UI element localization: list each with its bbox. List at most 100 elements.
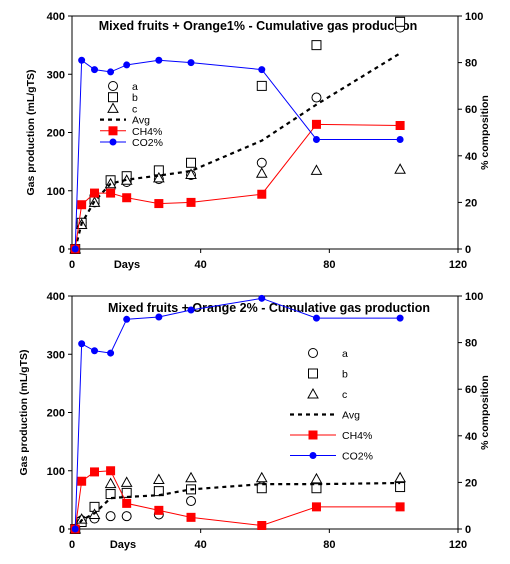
data-point xyxy=(121,511,132,522)
series-co2- xyxy=(71,56,404,253)
y2-tick-label: 60 xyxy=(465,384,477,396)
y-axis-label: Gas production (mL/gTS) xyxy=(18,350,30,476)
legend-label: b xyxy=(132,92,138,104)
data-point xyxy=(395,121,405,131)
data-point xyxy=(258,294,266,302)
data-point xyxy=(122,498,132,508)
y2-tick-label: 100 xyxy=(465,11,483,23)
data-point xyxy=(258,66,266,74)
data-point xyxy=(155,313,163,321)
y-tick-label: 0 xyxy=(59,244,65,256)
x-tick-label: 80 xyxy=(323,539,335,551)
data-point xyxy=(71,525,79,533)
data-point xyxy=(394,163,406,174)
data-point xyxy=(255,167,268,178)
data-point xyxy=(122,193,132,203)
x-tick-label: 120 xyxy=(449,259,467,271)
y2-tick-label: 60 xyxy=(465,104,477,116)
data-point xyxy=(186,157,197,168)
data-point xyxy=(105,511,116,522)
legend-marker xyxy=(108,81,118,91)
y-tick-label: 0 xyxy=(59,524,65,536)
legend-marker xyxy=(108,126,118,136)
x-tick-label: 80 xyxy=(323,259,335,271)
series-line xyxy=(74,470,401,530)
legend-marker xyxy=(107,102,119,113)
data-point xyxy=(187,306,195,314)
data-point xyxy=(77,200,87,210)
legend-marker xyxy=(109,138,117,146)
legend-marker xyxy=(308,348,318,358)
y-tick-label: 400 xyxy=(47,291,65,303)
data-point xyxy=(90,188,100,198)
data-point xyxy=(154,199,164,209)
y-tick-label: 200 xyxy=(47,408,65,420)
data-point xyxy=(256,80,267,91)
series-ch4- xyxy=(70,119,405,254)
data-point xyxy=(154,505,164,515)
series-avg xyxy=(74,481,401,530)
legend-marker xyxy=(309,452,317,459)
legend-label: Avg xyxy=(132,115,150,127)
legend-marker xyxy=(108,92,118,103)
data-point xyxy=(106,466,116,476)
data-point xyxy=(311,502,321,512)
data-point xyxy=(256,157,267,168)
x-axis-label: Days xyxy=(110,539,136,551)
data-point xyxy=(256,483,267,494)
data-point xyxy=(394,471,406,483)
plot-area-border xyxy=(71,15,459,250)
series-line xyxy=(74,59,401,250)
data-point xyxy=(257,521,267,531)
data-point xyxy=(185,471,197,483)
chart-title: Mixed fruits + Orange 2% - Cumulative ga… xyxy=(108,301,430,315)
y2-tick-label: 20 xyxy=(465,197,477,209)
data-point xyxy=(311,40,322,51)
data-point xyxy=(91,66,99,74)
series-avg xyxy=(74,52,401,250)
x-tick-label: 40 xyxy=(195,539,207,551)
data-point xyxy=(71,245,79,253)
data-point xyxy=(155,56,163,64)
data-point xyxy=(311,92,322,103)
y2-tick-label: 100 xyxy=(465,291,483,303)
y-tick-label: 100 xyxy=(47,186,65,198)
y2-tick-label: 40 xyxy=(465,431,477,443)
x-tick-label: 120 xyxy=(449,539,467,551)
data-point xyxy=(153,486,164,497)
series-line-avg xyxy=(74,52,401,250)
data-point xyxy=(311,119,321,129)
series-b xyxy=(70,16,406,254)
series-ch4- xyxy=(70,466,405,534)
data-point xyxy=(123,315,131,323)
y-tick-label: 300 xyxy=(47,349,65,361)
data-point xyxy=(187,59,195,67)
data-point xyxy=(75,513,88,524)
chart-panel-1: 0 100 200 300 400 0 20 40 60 80 100 0 40 80 120 Days Mix… xyxy=(25,11,491,271)
legend-label: a xyxy=(342,348,348,360)
data-point xyxy=(185,168,197,179)
data-point xyxy=(153,473,165,484)
y-tick-label: 100 xyxy=(47,466,65,478)
data-point xyxy=(312,314,320,322)
data-point xyxy=(257,189,267,199)
chart-title: Mixed fruits + Orange1% - Cumulative gas… xyxy=(99,19,417,33)
series-line xyxy=(74,297,401,530)
data-point xyxy=(123,61,131,69)
series-line xyxy=(74,123,401,250)
y2-tick-label: 20 xyxy=(465,477,477,489)
legend-label: CO2% xyxy=(132,137,163,149)
data-point xyxy=(311,483,322,494)
series-c xyxy=(69,471,406,534)
data-point xyxy=(310,164,323,175)
legend-label: a xyxy=(132,81,138,93)
legend-label: CH4% xyxy=(342,430,372,442)
data-point xyxy=(90,467,100,477)
chart-panel-2: 0 100 200 300 400 0 20 40 60 80 100 0 40 80 120 Days Mix… xyxy=(18,291,491,551)
data-point xyxy=(255,471,268,483)
x-tick-label: 40 xyxy=(195,259,207,271)
data-point xyxy=(186,197,196,207)
data-point xyxy=(396,314,404,322)
